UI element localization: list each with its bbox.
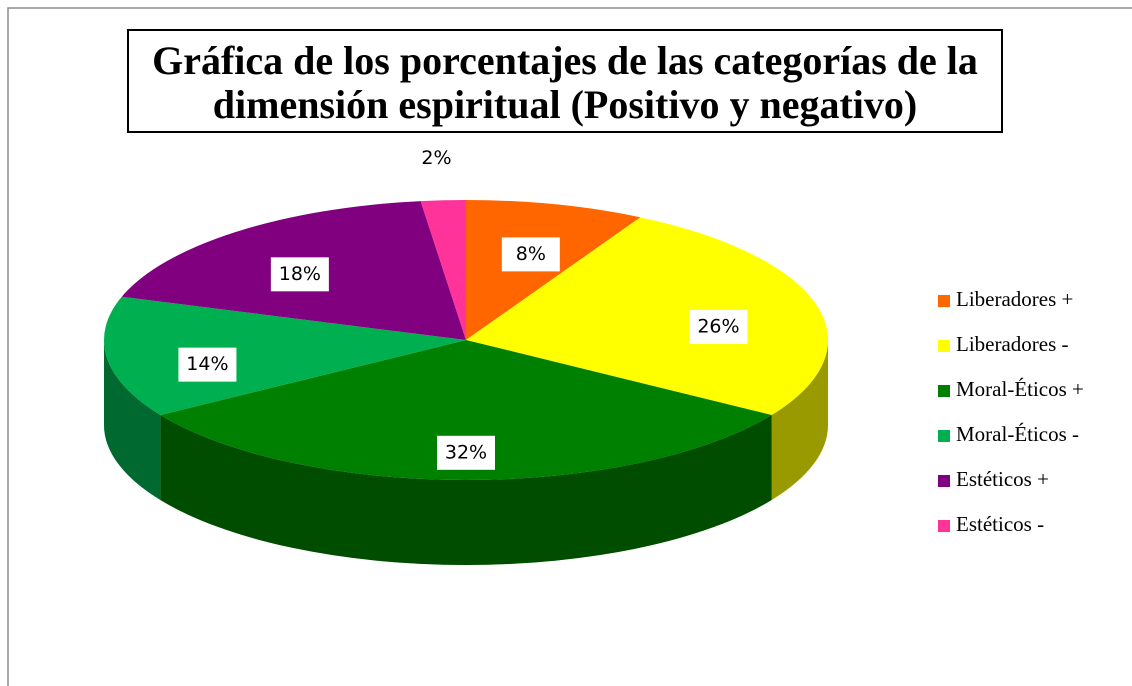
legend-label: Moral-Éticos + xyxy=(956,377,1084,401)
legend-label: Liberadores - xyxy=(956,332,1069,356)
label-box xyxy=(270,257,329,292)
legend-swatch xyxy=(938,475,950,487)
legend-swatch xyxy=(938,520,950,532)
data-label: 14% xyxy=(186,353,228,375)
label-box xyxy=(437,435,495,470)
label-box xyxy=(178,347,237,382)
legend-swatch xyxy=(938,385,950,397)
data-label: 2% xyxy=(421,147,451,169)
slice-side-shade xyxy=(104,340,161,501)
slice xyxy=(466,217,829,416)
slice-side-shade xyxy=(771,340,828,501)
slice-side xyxy=(104,340,161,501)
chart-title: Gráfica de los porcentajes de las catego… xyxy=(152,38,978,83)
label-box xyxy=(501,237,560,272)
chart-title: dimensión espiritual (Positivo y negativ… xyxy=(213,82,917,127)
legend-swatch xyxy=(938,430,950,442)
legend-label: Liberadores + xyxy=(956,287,1073,311)
slice-side xyxy=(771,340,828,501)
slice xyxy=(420,200,466,340)
data-label: 32% xyxy=(445,441,487,463)
legend-swatch xyxy=(938,340,950,352)
legend-label: Estéticos + xyxy=(956,467,1049,491)
legend-label: Estéticos - xyxy=(956,512,1044,536)
slice xyxy=(104,296,466,416)
data-label: 26% xyxy=(697,315,739,337)
title-box xyxy=(127,29,1003,133)
legend-label: Moral-Éticos - xyxy=(956,422,1079,446)
legend-swatch xyxy=(938,295,950,307)
slice-side-shade xyxy=(160,415,772,566)
data-label: 18% xyxy=(279,263,321,285)
slice xyxy=(160,340,772,481)
data-label: 8% xyxy=(516,243,546,265)
slice-side xyxy=(160,415,772,566)
label-box xyxy=(689,309,748,344)
